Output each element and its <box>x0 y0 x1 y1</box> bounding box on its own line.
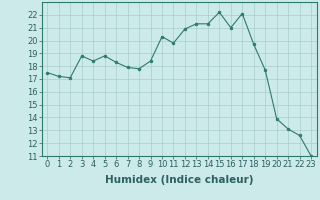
X-axis label: Humidex (Indice chaleur): Humidex (Indice chaleur) <box>105 175 253 185</box>
